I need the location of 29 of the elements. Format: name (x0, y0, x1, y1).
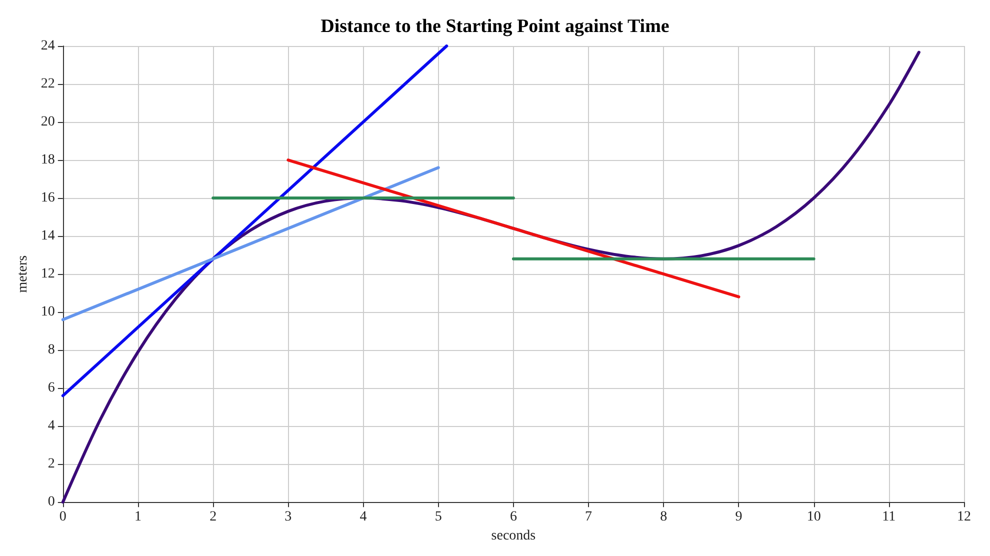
y-tick-label: 24 (40, 38, 55, 54)
x-tick-label: 1 (134, 510, 142, 525)
x-tick-label: 7 (585, 510, 592, 525)
y-tick-label: 20 (40, 114, 55, 130)
x-tick-label: 8 (660, 510, 668, 525)
x-tick-label: 3 (284, 510, 292, 525)
y-tick-label: 4 (48, 418, 55, 434)
y-tick-label: 12 (40, 266, 55, 282)
y-tick-label: 10 (40, 304, 55, 320)
y-tick-label: 6 (48, 380, 55, 396)
x-tick-label: 0 (59, 510, 66, 525)
y-tick-label: 18 (40, 152, 55, 168)
y-tick-label: 2 (48, 456, 55, 472)
y-tick-label: 14 (40, 228, 55, 244)
x-tick-label: 5 (434, 510, 442, 525)
y-tick-label: 16 (40, 190, 55, 206)
x-tick-label: 9 (735, 510, 742, 525)
x-tick-label: 2 (210, 510, 217, 525)
y-tick-label: 22 (40, 76, 55, 92)
x-tick-label: 10 (806, 510, 821, 525)
x-tick-label: 11 (882, 510, 896, 525)
chart-title: Distance to the Starting Point against Time (320, 16, 670, 37)
x-tick-label: 6 (510, 510, 517, 525)
y-tick-label: 0 (48, 494, 55, 510)
x-axis-title: seconds (491, 528, 536, 544)
x-tick-label: 12 (957, 510, 971, 525)
x-tick-label: 4 (360, 510, 367, 525)
y-tick-label: 8 (48, 342, 55, 358)
y-axis-title: meters (16, 255, 30, 293)
